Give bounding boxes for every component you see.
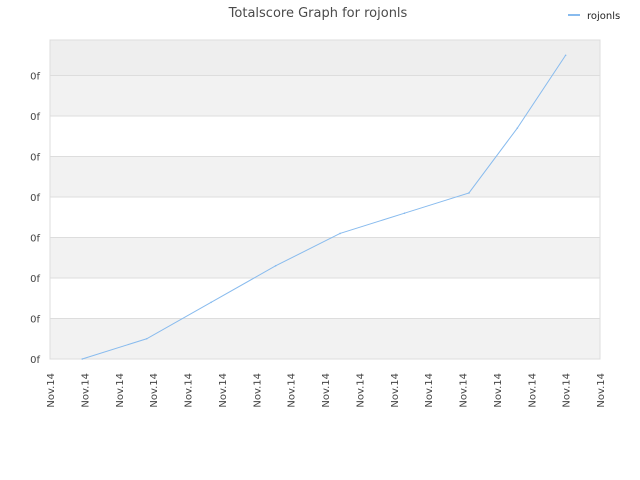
data-point <box>210 301 212 304</box>
legend[interactable]: rojonls <box>568 11 620 22</box>
data-point <box>81 358 84 360</box>
x-tick-label: Nov.14 <box>424 373 435 408</box>
x-tick-label: Nov.14 <box>80 373 91 408</box>
x-tick-label: Nov.14 <box>355 373 366 408</box>
plot-band <box>50 237 600 278</box>
plot-bands <box>49 39 601 360</box>
plot-band <box>50 156 600 197</box>
x-tick-label: Nov.14 <box>493 373 504 408</box>
gridlines <box>50 75 600 360</box>
x-tick-label: Nov.14 <box>562 373 573 408</box>
x-tick-label: Nov.14 <box>184 373 195 408</box>
y-tick-label: 0f <box>30 355 40 366</box>
plot-band <box>50 197 600 238</box>
plot-band <box>50 40 600 76</box>
chart-title: Totalscore Graph for rojonls <box>228 6 408 21</box>
x-tick-label: Nov.14 <box>527 373 538 408</box>
plot-band <box>50 318 600 359</box>
y-axis-tick-labels: 0f 0f 0f 0f 0f 0f 0f 0f <box>30 72 40 367</box>
x-tick-label: Nov.14 <box>287 373 298 408</box>
y-tick-label: 0f <box>30 274 40 285</box>
series-points <box>81 54 567 360</box>
y-tick-label: 0f <box>30 193 40 204</box>
data-point <box>339 232 341 235</box>
x-tick-label: Nov.14 <box>390 373 401 408</box>
plot-band <box>50 75 600 116</box>
plot-band <box>50 116 600 157</box>
x-axis-tick-labels: Nov.14 Nov.14 Nov.14 Nov.14 Nov.14 Nov.14 Nov.… <box>46 373 607 408</box>
x-tick-label: Nov.14 <box>46 373 57 408</box>
data-point <box>274 265 277 267</box>
data-point <box>468 192 470 194</box>
y-tick-label: 0f <box>30 234 40 245</box>
data-point <box>516 127 519 129</box>
x-tick-label: Nov.14 <box>596 373 607 408</box>
x-tick-label: Nov.14 <box>149 373 160 408</box>
y-tick-label: 0f <box>30 315 40 326</box>
data-point <box>564 54 567 57</box>
x-tick-label: Nov.14 <box>115 373 126 408</box>
plot-band <box>50 278 600 319</box>
legend-label: rojonls <box>587 11 620 22</box>
y-tick-label: 0f <box>30 153 40 164</box>
data-point <box>145 337 148 340</box>
x-tick-label: Nov.14 <box>321 373 332 408</box>
y-tick-label: 0f <box>30 72 40 83</box>
x-tick-label: Nov.14 <box>459 373 470 408</box>
x-tick-label: Nov.14 <box>218 373 229 408</box>
x-tick-label: Nov.14 <box>252 373 263 408</box>
data-point <box>403 212 406 214</box>
y-tick-label: 0f <box>30 112 40 123</box>
